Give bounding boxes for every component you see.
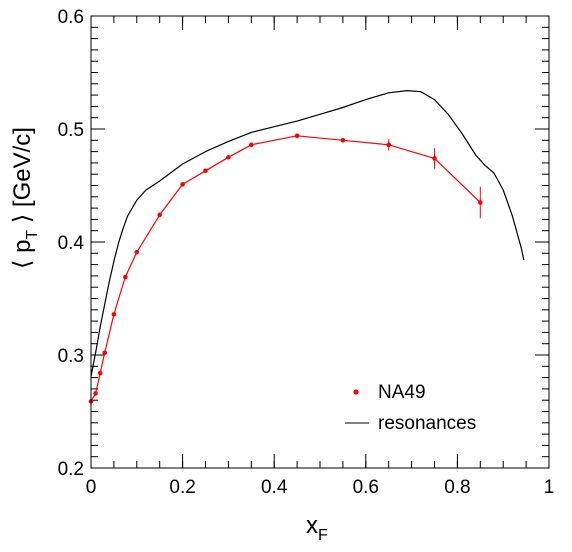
y-tick-label: 0.5	[58, 120, 84, 141]
data-point-na49	[93, 391, 98, 396]
y-tick-label: 0.6	[58, 7, 84, 28]
series-na49	[88, 133, 483, 404]
legend-label-na49: NA49	[378, 382, 426, 403]
x-tick-label: 1	[544, 477, 555, 498]
data-point-na49	[249, 142, 254, 148]
legend: NA49 resonances	[345, 382, 476, 434]
data-point-na49	[294, 133, 300, 139]
data-point-na49	[432, 156, 437, 161]
x-tick-label: 0.4	[261, 477, 288, 498]
data-point-na49	[123, 274, 128, 280]
data-point-na49	[226, 154, 231, 160]
data-point-na49	[478, 200, 483, 205]
data-point-na49	[111, 312, 117, 317]
y-tick-label: 0.4	[58, 233, 85, 254]
series-resonances	[90, 90, 525, 377]
x-tick-label: 0.8	[444, 477, 470, 498]
x-axis-title-main: x	[306, 512, 318, 539]
y-axis-title-post: ⟩ [GeV/c]	[9, 127, 36, 230]
series-line-resonances	[90, 90, 525, 377]
data-point-na49	[386, 142, 392, 148]
y-axis-title: ⟨ pT ⟩ [GeV/c]	[9, 127, 41, 269]
x-tick-label: 0.6	[353, 477, 379, 498]
y-tick-label: 0.3	[58, 346, 84, 367]
x-tick-label: 0	[86, 477, 97, 498]
legend-label-resonances: resonances	[378, 413, 476, 434]
x-axis-title-sub: F	[318, 527, 328, 544]
data-point-na49	[97, 370, 103, 376]
x-tick-label: 0.2	[169, 477, 195, 498]
data-point-na49	[157, 212, 162, 218]
plot-frame	[90, 15, 550, 469]
y-axis-title-sub: T	[24, 230, 41, 240]
x-axis-title: xF	[306, 512, 328, 544]
data-point-na49	[203, 168, 208, 174]
data-point-na49	[180, 182, 185, 187]
data-point-na49	[102, 350, 108, 356]
y-tick-label: 0.2	[58, 459, 84, 480]
y-axis-title-pre: ⟨ p	[9, 240, 36, 269]
data-point-na49	[134, 249, 140, 255]
data-point-na49	[340, 138, 346, 143]
series-layer	[88, 90, 525, 404]
tick-labels: 0 0.2 0.4 0.6 0.8 10.20.30.40.50.6	[58, 7, 555, 498]
legend-marker-na49	[353, 389, 359, 395]
